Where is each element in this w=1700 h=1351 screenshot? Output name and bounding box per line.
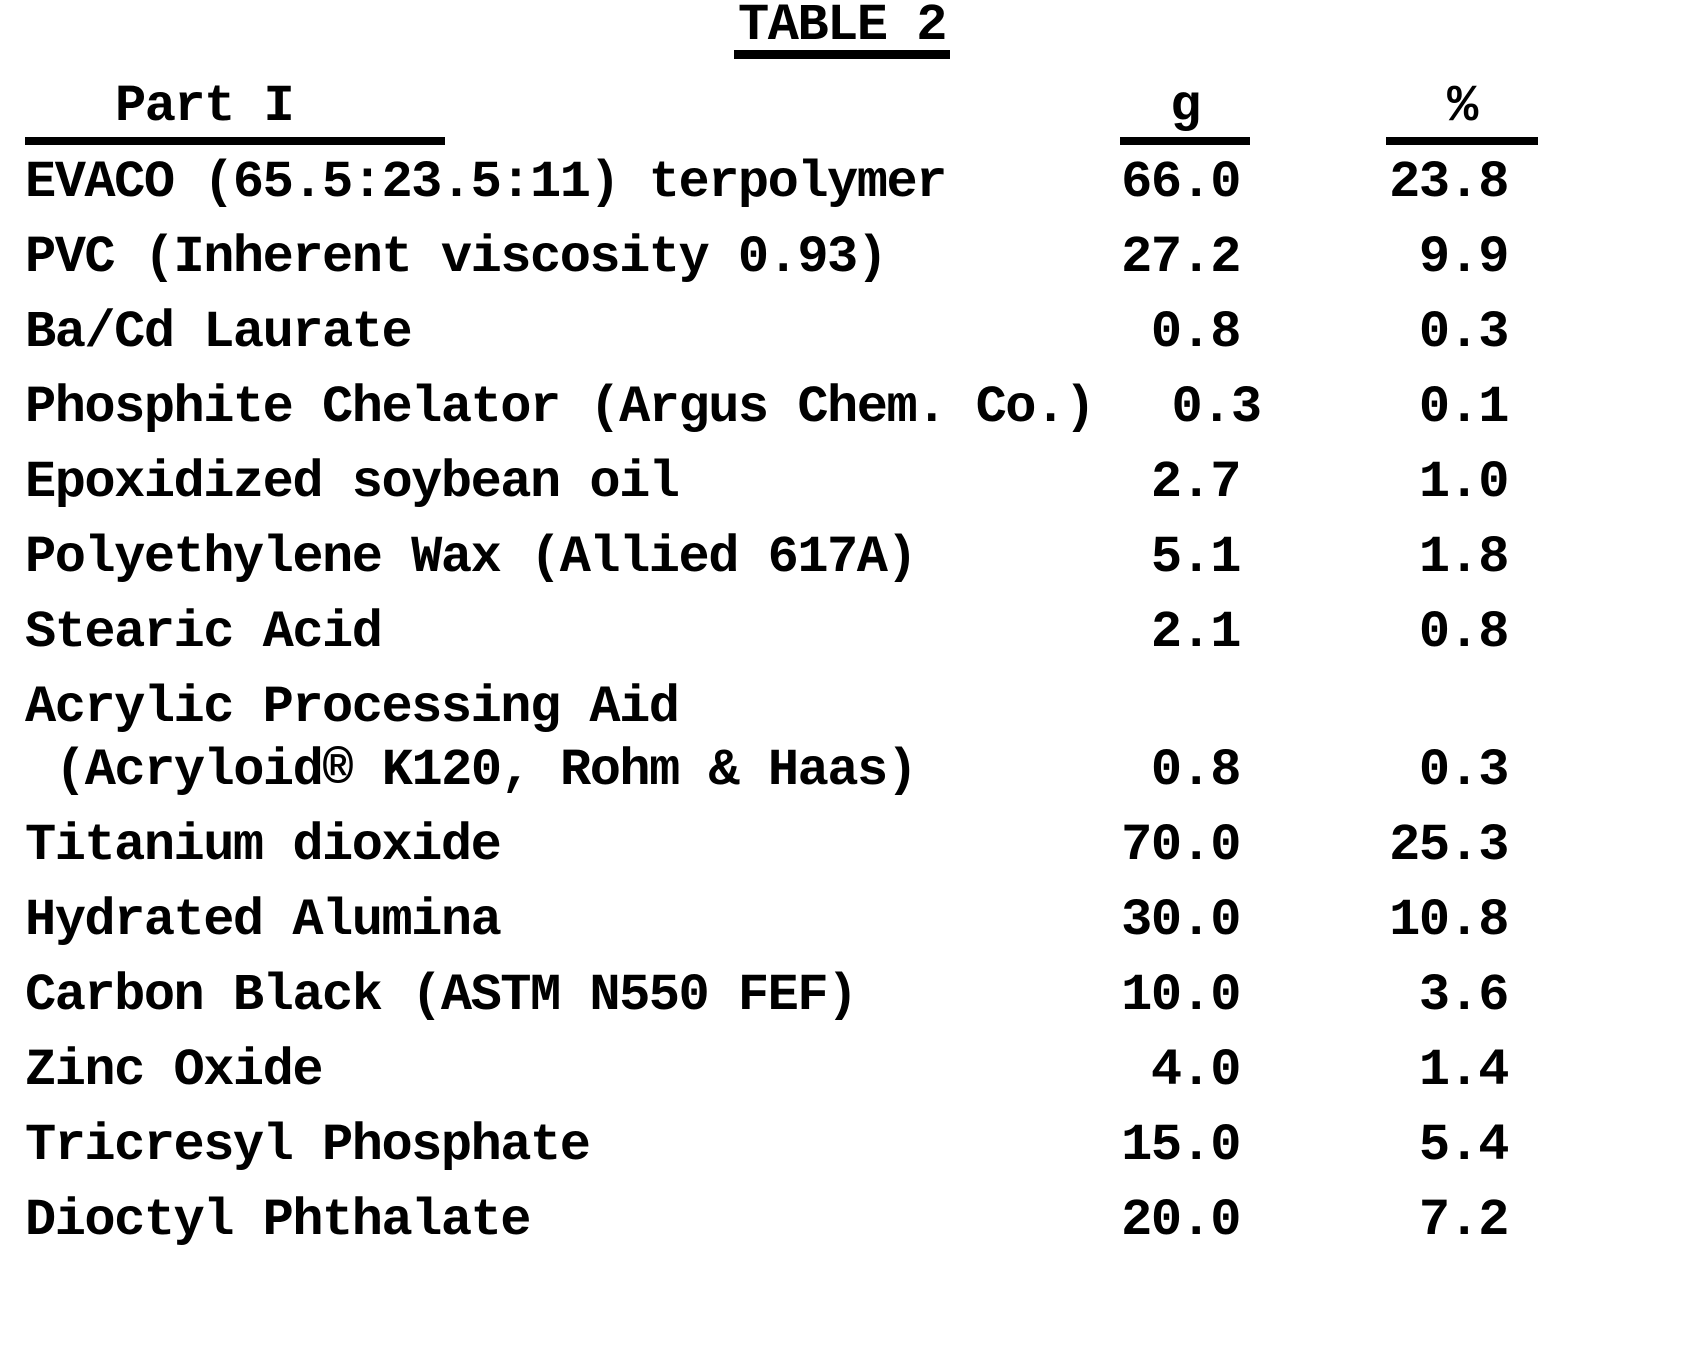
- percent-value: 7.2: [1418, 1191, 1510, 1250]
- grams-value: 5.1: [1150, 528, 1242, 587]
- ingredient-name-detail: (Acryloid® K120, Rohm & Haas): [55, 741, 918, 800]
- part-header-cell: Part I: [25, 81, 1060, 145]
- percent-value: 5.4: [1418, 1116, 1510, 1175]
- percent-value: 10.8: [1389, 891, 1509, 950]
- grams-value: 2.1: [1150, 603, 1242, 662]
- table-row: Tricresyl Phosphate 15.0 5.4: [0, 1116, 1700, 1175]
- ingredient-name: Zinc Oxide: [25, 1041, 324, 1100]
- grams-value: 70.0: [1121, 816, 1241, 875]
- grams-value: 66.0: [1121, 153, 1241, 212]
- percent-value: 9.9: [1418, 228, 1510, 287]
- ingredient-name: Stearic Acid: [25, 603, 383, 662]
- grams-value: 15.0: [1121, 1116, 1241, 1175]
- table-row: PVC (Inherent viscosity 0.93) 27.2 9.9: [0, 228, 1700, 287]
- percent-value: 25.3: [1389, 816, 1509, 875]
- table-row: Zinc Oxide 4.0 1.4: [0, 1041, 1700, 1100]
- grams-value: 20.0: [1121, 1191, 1241, 1250]
- percent-value: 23.8: [1389, 153, 1509, 212]
- ingredient-name: Acrylic Processing Aid: [25, 678, 680, 737]
- table-row: Acrylic Processing Aid (Acryloid® K120, R…: [0, 678, 1700, 800]
- ingredient-name: Epoxidized soybean oil: [25, 453, 680, 512]
- percent-value: 0.3: [1418, 741, 1510, 800]
- grams-value: 10.0: [1121, 966, 1241, 1025]
- ingredient-name: Tricresyl Phosphate: [25, 1116, 591, 1175]
- percent-value: 1.0: [1418, 453, 1510, 512]
- percent-value: 0.8: [1418, 603, 1510, 662]
- percent-value: 1.8: [1418, 528, 1510, 587]
- percent-header-cell: %: [1240, 81, 1538, 145]
- table-title: TABLE 2: [734, 0, 950, 59]
- grams-header-cell: g: [1060, 81, 1250, 145]
- percent-value: 0.3: [1418, 303, 1510, 362]
- percent-value: 3.6: [1418, 966, 1510, 1025]
- table-row: Carbon Black (ASTM N550 FEF) 10.0 3.6: [0, 966, 1700, 1025]
- ingredient-name: PVC (Inherent viscosity 0.93): [25, 228, 888, 287]
- ingredient-name: Polyethylene Wax (Allied 617A): [25, 528, 918, 587]
- grams-value: 0.8: [1150, 303, 1242, 362]
- table-row: Phosphite Chelator (Argus Chem. Co.) 0.3 0…: [0, 378, 1700, 437]
- table-header-row: Part I g %: [0, 81, 1700, 145]
- column-header-percent: %: [1386, 81, 1538, 145]
- grams-value: 30.0: [1121, 891, 1241, 950]
- grams-value: 27.2: [1121, 228, 1241, 287]
- ingredient-name: Titanium dioxide: [25, 816, 502, 875]
- table-row: Titanium dioxide 70.0 25.3: [0, 816, 1700, 875]
- table-row-continuation: (Acryloid® K120, Rohm & Haas) 0.8 0.3: [25, 741, 1510, 800]
- ingredient-name: Hydrated Alumina: [25, 891, 502, 950]
- percent-value: 0.1: [1418, 378, 1510, 437]
- column-header-part: Part I: [25, 81, 445, 145]
- table-row: EVACO (65.5:23.5:11) terpolymer 66.0 23.8: [0, 153, 1700, 212]
- table-row: Dioctyl Phthalate 20.0 7.2: [0, 1191, 1700, 1250]
- table-row: Stearic Acid 2.1 0.8: [0, 603, 1700, 662]
- ingredient-name: EVACO (65.5:23.5:11) terpolymer: [25, 153, 947, 212]
- table-row: Hydrated Alumina 30.0 10.8: [0, 891, 1700, 950]
- table-row: Epoxidized soybean oil 2.7 1.0: [0, 453, 1700, 512]
- percent-value: 1.4: [1418, 1041, 1510, 1100]
- ingredient-name: Phosphite Chelator (Argus Chem. Co.): [25, 378, 1096, 437]
- table-body: EVACO (65.5:23.5:11) terpolymer 66.0 23.8 P…: [0, 153, 1700, 1250]
- grams-value: 4.0: [1150, 1041, 1242, 1100]
- column-header-grams: g: [1120, 81, 1250, 145]
- ingredient-name: Ba/Cd Laurate: [25, 303, 413, 362]
- ingredient-name: Carbon Black (ASTM N550 FEF): [25, 966, 858, 1025]
- ingredient-name: Dioctyl Phthalate: [25, 1191, 532, 1250]
- table-row: Ba/Cd Laurate 0.8 0.3: [0, 303, 1700, 362]
- grams-value: 2.7: [1150, 453, 1242, 512]
- grams-value: 0.3: [1171, 378, 1262, 437]
- table-row: Polyethylene Wax (Allied 617A) 5.1 1.8: [0, 528, 1700, 587]
- grams-value: 0.8: [1150, 741, 1242, 800]
